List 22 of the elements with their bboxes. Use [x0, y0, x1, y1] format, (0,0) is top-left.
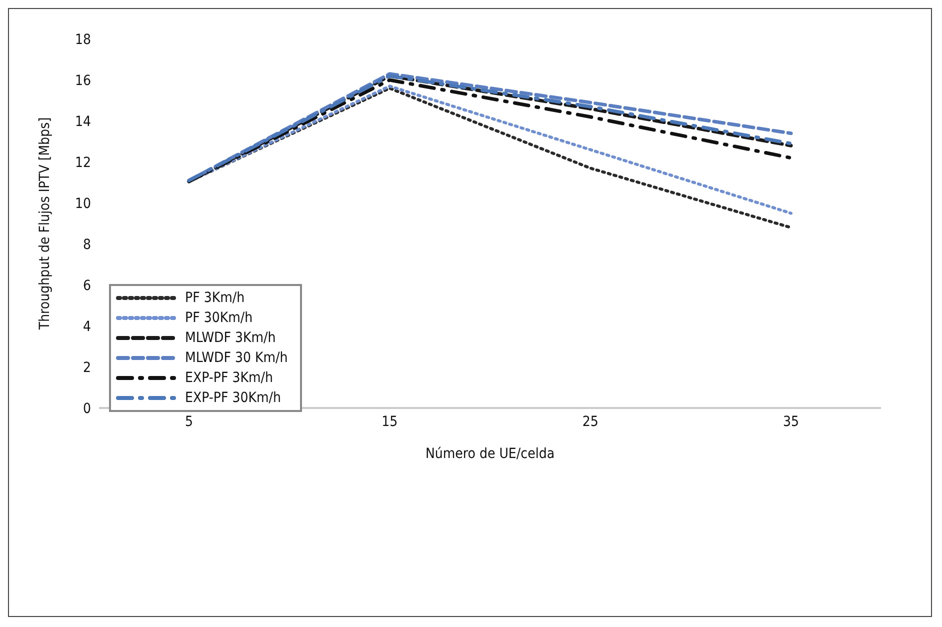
legend-label: MLWDF 30 Km/h	[185, 350, 288, 366]
y-tick-label: 8	[82, 236, 91, 253]
legend-label: PF 3Km/h	[185, 290, 245, 306]
x-tick-label: 15	[382, 414, 398, 430]
y-tick-label: 18	[74, 32, 91, 48]
x-tick-label: 35	[782, 414, 800, 430]
x-tick-label: 25	[582, 414, 598, 430]
legend-label: EXP-PF 3Km/h	[185, 370, 274, 386]
legend-label: EXP-PF 30Km/h	[185, 390, 282, 406]
x-axis-title: Número de UE/celda	[425, 446, 555, 462]
y-tick-label: 6	[82, 278, 91, 294]
y-tick-label: 2	[82, 360, 91, 376]
y-tick-label: 12	[74, 154, 91, 171]
y-tick-label: 14	[74, 114, 91, 130]
y-axis-title: Throughput de Flujos IPTV [Mbps]	[36, 117, 53, 331]
legend-label: MLWDF 3Km/h	[185, 330, 276, 346]
y-tick-label: 16	[74, 72, 91, 89]
y-tick-label: 10	[74, 196, 91, 212]
y-tick-label: 0	[82, 400, 91, 417]
x-tick-label: 5	[184, 414, 194, 430]
y-tick-label: 4	[82, 318, 91, 335]
legend-label: PF 30Km/h	[185, 310, 253, 326]
